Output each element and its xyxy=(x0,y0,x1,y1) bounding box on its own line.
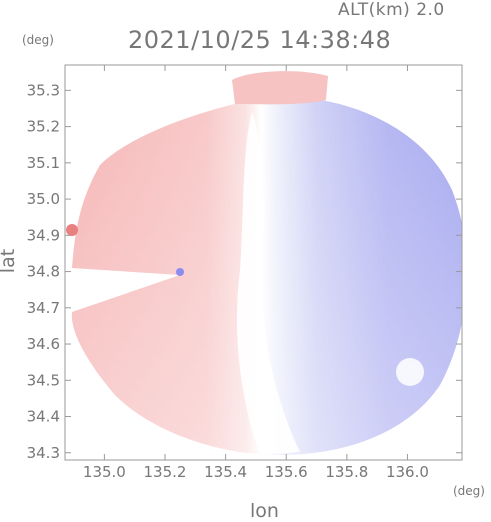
y-tick-label: 35.3 xyxy=(27,81,60,99)
y-tick-label: 34.4 xyxy=(27,408,60,426)
x-tick-label: 135.4 xyxy=(204,463,247,481)
y-axis-ticks: 35.3 35.2 35.1 35.0 34.9 34.8 34.7 34.6 34.5 34.4… xyxy=(27,81,462,462)
y-tick-label: 34.7 xyxy=(27,299,60,317)
x-tick-label: 135.0 xyxy=(83,463,126,481)
north-echo-patch xyxy=(232,71,328,105)
plot-frame xyxy=(64,64,463,461)
y-tick-label: 35.0 xyxy=(27,190,60,208)
altitude-label: ALT(km) 2.0 xyxy=(338,0,445,20)
y-tick-label: 35.2 xyxy=(27,118,60,136)
y-tick-label: 34.5 xyxy=(27,371,60,389)
x-tick-label: 135.8 xyxy=(325,463,368,481)
x-tick-label: 136.0 xyxy=(386,463,429,481)
y-tick-label: 34.8 xyxy=(27,263,60,281)
x-axis-ticks: 135.0 135.2 135.4 135.6 135.8 136.0 xyxy=(83,65,429,481)
velocity-field xyxy=(66,71,462,455)
x-unit-label: (deg) xyxy=(453,484,485,498)
x-tick-label: 135.6 xyxy=(265,463,308,481)
x-tick-label: 135.2 xyxy=(144,463,187,481)
x-axis-title: lon xyxy=(250,500,279,522)
y-tick-label: 34.3 xyxy=(27,444,60,462)
y-tick-label: 34.6 xyxy=(27,335,60,353)
timestamp-label: 2021/10/25 14:38:48 xyxy=(128,26,392,54)
y-unit-label: (deg) xyxy=(22,33,54,47)
y-tick-label: 35.1 xyxy=(27,154,60,172)
y-tick-label: 34.9 xyxy=(27,226,60,244)
